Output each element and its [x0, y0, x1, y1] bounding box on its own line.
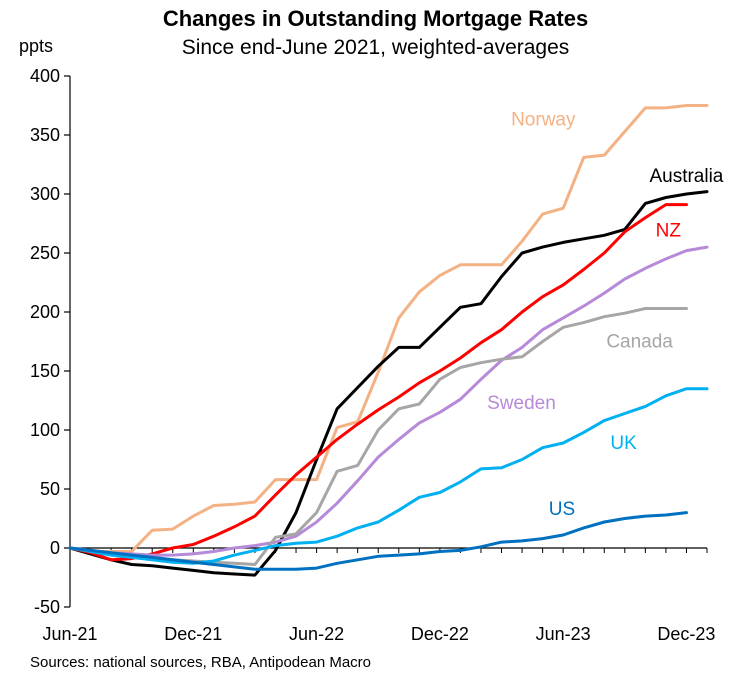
series-label-sweden: Sweden [487, 393, 556, 414]
y-tick-label: 0 [50, 538, 60, 558]
y-tick-label: -50 [34, 597, 60, 617]
series-label-uk: UK [610, 433, 637, 454]
series-label-norway: Norway [511, 110, 576, 131]
y-tick-label: 300 [30, 184, 60, 204]
series-line-australia [68, 190, 709, 577]
x-tick-label: Dec-21 [164, 624, 222, 644]
series-line-us [68, 511, 688, 571]
y-tick-label: 250 [30, 243, 60, 263]
y-tick-label: 100 [30, 420, 60, 440]
series-label-australia: Australia [649, 166, 723, 187]
series-label-us: US [549, 499, 575, 520]
series-label-nz: NZ [656, 220, 682, 241]
chart-subtitle: Since end-June 2021, weighted-averages [181, 36, 570, 59]
series-line-norway [68, 104, 709, 553]
x-tick-label: Jun-21 [42, 624, 97, 644]
y-tick-label: 50 [40, 479, 60, 499]
x-tick-label: Dec-22 [411, 624, 469, 644]
chart-title: Changes in Outstanding Mortgage Rates [162, 6, 589, 31]
y-tick-label: 350 [30, 125, 60, 145]
series-label-canada: Canada [606, 331, 673, 352]
y-axis-label: ppts [19, 36, 53, 56]
y-tick-label: 150 [30, 361, 60, 381]
source-note: Sources: national sources, RBA, Antipode… [30, 654, 372, 671]
y-tick-label: 200 [30, 302, 60, 322]
x-tick-label: Dec-23 [657, 624, 715, 644]
series-line-sweden [68, 245, 709, 557]
series-line-nz [68, 203, 688, 562]
x-tick-label: Jun-23 [536, 624, 591, 644]
x-tick-label: Jun-22 [289, 624, 344, 644]
series-line-uk [68, 387, 709, 565]
y-tick-label: 400 [30, 66, 60, 86]
